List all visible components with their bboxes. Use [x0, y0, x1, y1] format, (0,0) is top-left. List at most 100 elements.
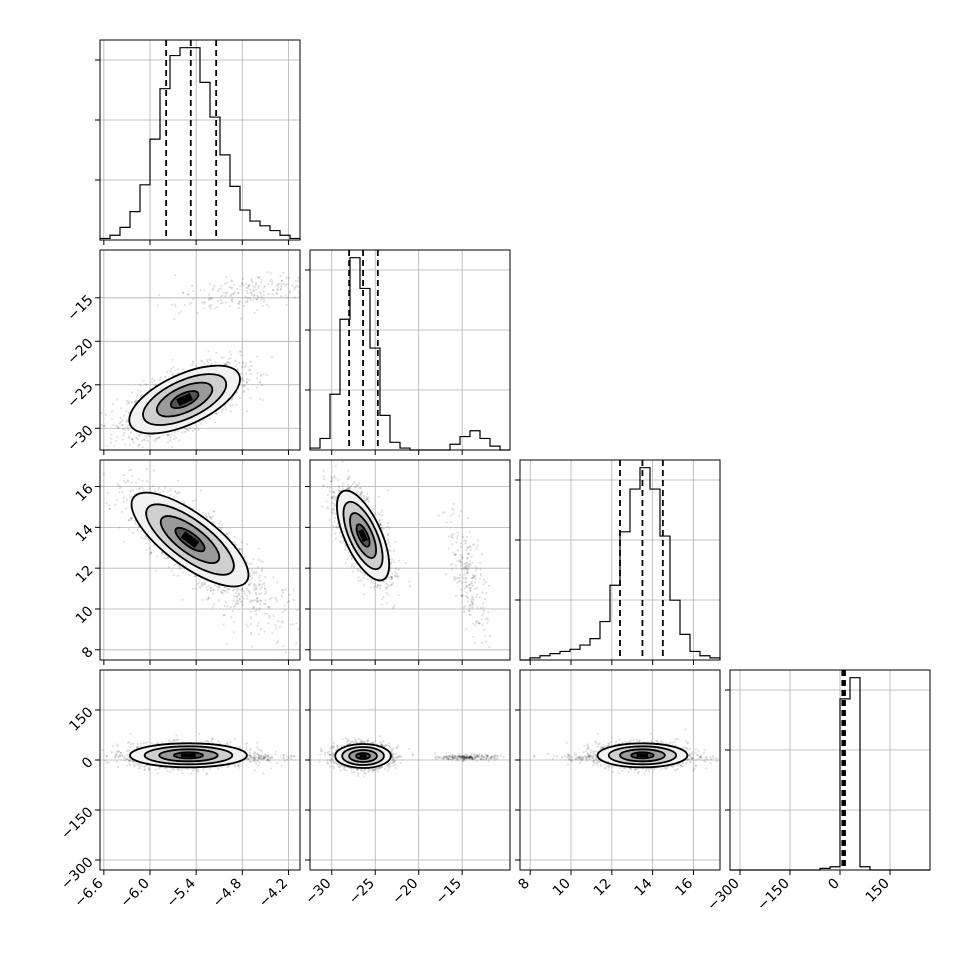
scatter-point [240, 540, 243, 543]
scatter-point [123, 540, 126, 543]
scatter-point [268, 598, 271, 601]
scatter-point [127, 400, 130, 403]
scatter-point [224, 405, 227, 408]
scatter-point [290, 284, 293, 287]
scatter-point [222, 356, 225, 359]
scatter-point [137, 389, 140, 392]
scatter-point [181, 368, 185, 371]
scatter-point [108, 507, 112, 511]
scatter-point [236, 287, 239, 291]
scatter-point [244, 556, 247, 559]
scatter-point [111, 418, 114, 421]
scatter-point [176, 574, 179, 577]
scatter-point [156, 436, 160, 440]
scatter-point [256, 308, 259, 311]
scatter-point [261, 583, 264, 586]
panel-frame [519, 459, 721, 661]
scatter-point [135, 437, 138, 440]
scatter-point [256, 624, 259, 627]
scatter-point [116, 483, 119, 486]
scatter-point [250, 631, 253, 635]
scatter-point [260, 568, 264, 571]
scatter-point [258, 285, 261, 288]
scatter-point [219, 301, 223, 304]
scatter-point [217, 288, 220, 291]
scatter-point [127, 411, 130, 414]
scatter-point [129, 517, 132, 520]
scatter-point [125, 498, 128, 501]
scatter-point [145, 437, 148, 440]
scatter-point [208, 357, 211, 360]
scatter-point [347, 486, 350, 489]
scatter-point [267, 605, 270, 609]
scatter-point [226, 532, 229, 535]
scatter-point [243, 304, 246, 307]
scatter-point [102, 424, 106, 428]
scatter-point [259, 281, 263, 284]
scatter-point [223, 590, 226, 593]
scatter-point [131, 474, 134, 477]
scatter-point [258, 276, 261, 279]
scatter-point [257, 633, 260, 636]
scatter-point [221, 589, 225, 592]
y-tick-label: −15 [64, 292, 96, 324]
scatter-point [224, 292, 228, 295]
scatter-point [271, 632, 274, 635]
scatter-point [227, 531, 231, 534]
scatter-point [276, 292, 279, 296]
scatter-point [191, 499, 195, 502]
scatter-point [261, 399, 265, 402]
scatter-point [268, 614, 271, 617]
scatter-point [208, 417, 211, 420]
scatter-point [293, 296, 296, 299]
scatter-point [207, 512, 210, 515]
scatter-point [379, 522, 382, 525]
scatter-point [172, 372, 175, 375]
scatter-point [366, 496, 369, 499]
scatter-point [152, 439, 155, 442]
scatter-point [196, 311, 199, 314]
scatter-point [361, 490, 364, 494]
scatter-point [204, 582, 207, 585]
scatter-point [334, 532, 337, 535]
scatter-point [220, 523, 223, 526]
scatter-point [190, 301, 193, 304]
scatter-point [297, 279, 300, 282]
scatter-point [124, 481, 127, 484]
scatter-point [293, 286, 296, 289]
scatter-point [201, 360, 204, 363]
scatter-point [220, 356, 223, 359]
scatter-point [245, 286, 248, 290]
scatter-point [243, 555, 246, 558]
scatter-point [385, 588, 388, 591]
scatter-point [155, 438, 158, 441]
scatter-point [128, 519, 131, 522]
scatter-point [151, 377, 154, 380]
scatter-point [235, 595, 238, 598]
scatter-point [329, 486, 332, 489]
scatter-point [297, 277, 300, 280]
scatter-point [233, 291, 236, 294]
scatter-point [249, 397, 252, 400]
scatter-point [197, 581, 200, 585]
scatter-point [128, 469, 131, 472]
scatter-point [210, 304, 213, 307]
scatter-point [246, 597, 249, 600]
scatter-point [176, 479, 179, 483]
scatter-point [237, 592, 240, 595]
x-tick-label: 0 [825, 876, 843, 894]
scatter-point [100, 411, 103, 414]
scatter-point [201, 511, 204, 514]
scatter-point [161, 552, 164, 555]
scatter-point [121, 438, 124, 441]
scatter-point [233, 588, 236, 591]
scatter-point [118, 422, 121, 425]
scatter-point [170, 433, 173, 436]
scatter-point [173, 495, 176, 498]
scatter-point [242, 385, 245, 388]
scatter-point [283, 604, 286, 607]
scatter-point [173, 317, 176, 320]
scatter-point [142, 379, 145, 382]
scatter-point [122, 500, 125, 503]
scatter-point [264, 576, 267, 579]
